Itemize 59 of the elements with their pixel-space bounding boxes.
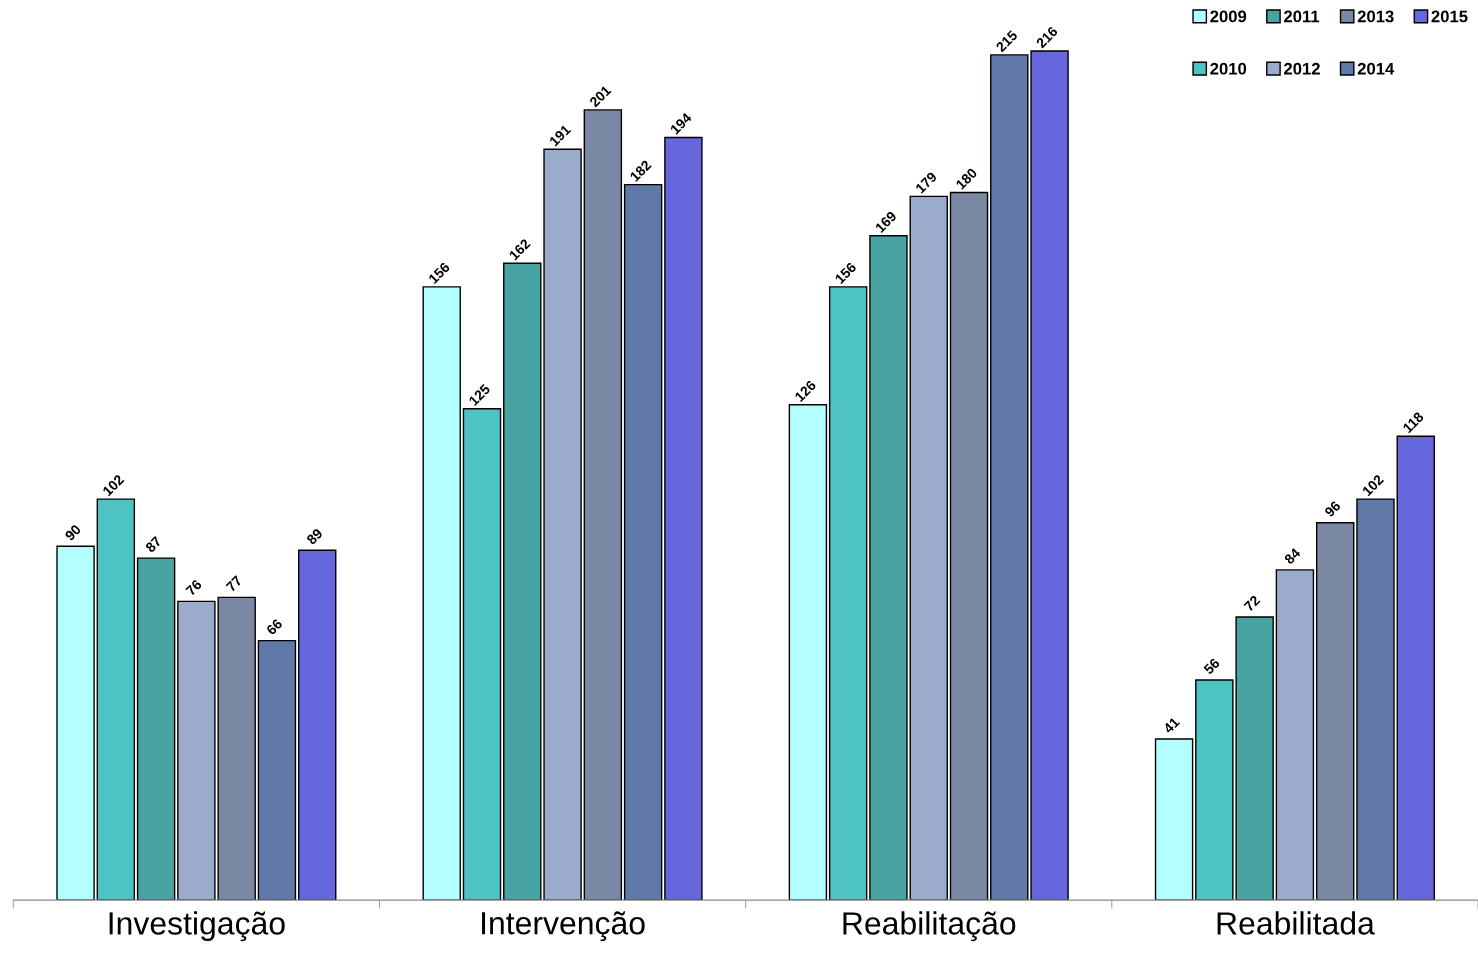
data-label: 125: [468, 383, 491, 406]
data-label: 102: [102, 474, 125, 497]
legend-label: 2011: [1284, 10, 1320, 23]
x-tick-label: Intervenção: [482, 911, 645, 942]
data-label: 215: [995, 29, 1019, 53]
data-label: 77: [225, 575, 243, 593]
data-label: 96: [1323, 500, 1342, 518]
bar: [583, 109, 623, 901]
data-label: 180: [955, 167, 978, 190]
bar: [1154, 738, 1194, 901]
data-label: 162: [508, 238, 531, 261]
legend-label: 2012: [1284, 62, 1320, 75]
bar: [949, 191, 989, 901]
bar: [1396, 435, 1435, 901]
data-label: 182: [629, 159, 652, 182]
data-label: 66: [265, 618, 283, 636]
data-label: 72: [1243, 594, 1261, 612]
data-label: 156: [428, 261, 451, 285]
bar: [56, 545, 95, 901]
legend-label: 2009: [1210, 10, 1247, 23]
data-label: 194: [669, 112, 693, 135]
data-label: 156: [834, 261, 857, 285]
legend-label: 2014: [1357, 62, 1395, 75]
bar: [257, 639, 297, 901]
legend-label: 2010: [1210, 62, 1247, 75]
bar: [664, 136, 703, 901]
bar: [298, 549, 337, 901]
data-label: 102: [1361, 474, 1385, 497]
bar: [1275, 569, 1315, 901]
bar: [1356, 498, 1395, 901]
data-label: 126: [794, 379, 817, 403]
bar: [1315, 522, 1355, 901]
bar: [909, 195, 948, 901]
data-label: 191: [548, 124, 572, 147]
data-label: 76: [185, 579, 203, 597]
data-label: 118: [1402, 411, 1425, 434]
data-label: 179: [915, 171, 938, 194]
legend-label: 2013: [1357, 10, 1394, 23]
data-label: 41: [1162, 716, 1180, 734]
data-label: 216: [1035, 25, 1059, 49]
data-label: 169: [874, 210, 898, 234]
bar: [422, 286, 461, 901]
bar: [828, 286, 868, 901]
x-tick-label: Reabilitada: [1217, 911, 1375, 935]
legend-label: 2015: [1431, 10, 1468, 23]
data-label: 201: [588, 84, 612, 108]
data-label: 87: [144, 535, 162, 553]
x-tick-label: Investigação: [109, 911, 285, 942]
bar: [96, 498, 136, 901]
bar: [136, 557, 176, 901]
data-label: 84: [1283, 547, 1302, 565]
bar: [788, 404, 828, 901]
bar: [623, 183, 663, 901]
data-label: 56: [1203, 657, 1221, 675]
data-label: 89: [305, 527, 324, 546]
bar: [462, 408, 502, 901]
x-tick-label: Reabilitação: [843, 911, 1016, 942]
data-label: 90: [64, 524, 82, 542]
bar: [869, 235, 908, 901]
